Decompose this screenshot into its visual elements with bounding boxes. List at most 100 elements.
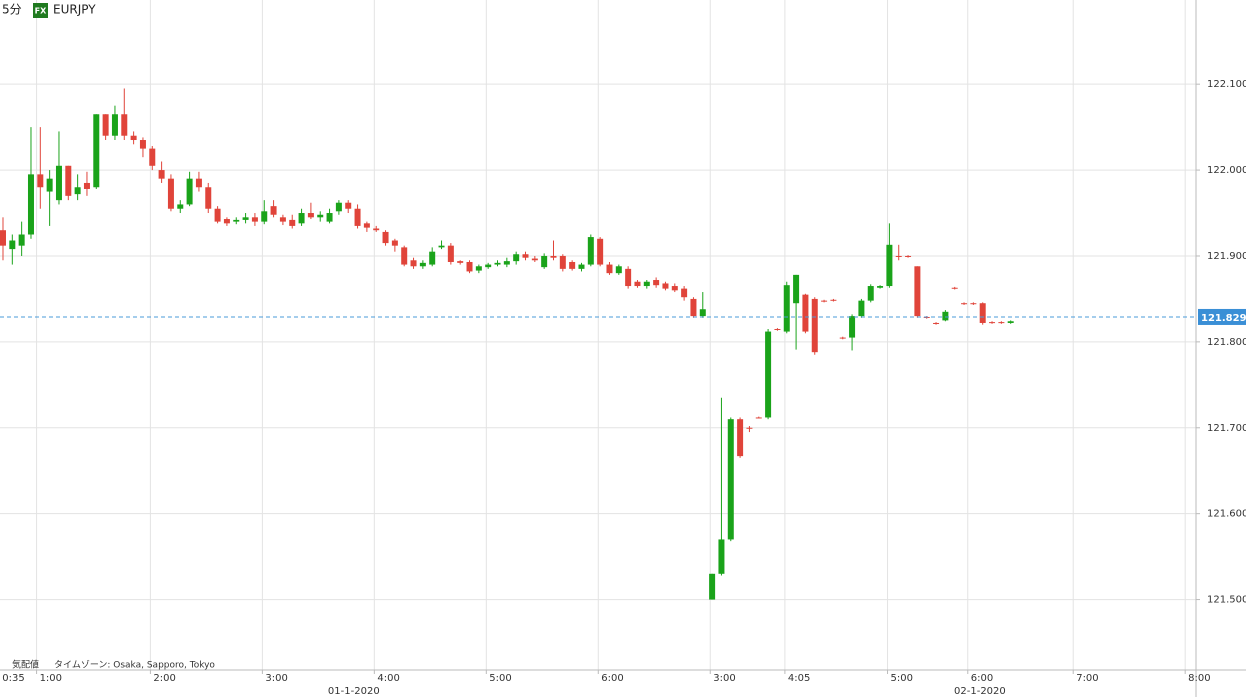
candle-body — [83, 182, 90, 189]
candle-body — [681, 288, 688, 298]
candle-body — [167, 178, 174, 209]
candle-body — [419, 262, 426, 267]
y-tick-label: 122.100 — [1207, 79, 1246, 90]
candle-body — [597, 238, 604, 265]
candle-body — [793, 274, 800, 304]
timezone: タイムゾーン: Osaka, Sapporo, Tokyo — [54, 660, 215, 671]
candle-body — [690, 298, 697, 317]
candle-body — [289, 219, 296, 226]
quote-type: 気配値 — [12, 659, 39, 671]
last-price-label: 121.829 — [1201, 313, 1246, 324]
candle-body — [102, 114, 109, 136]
candle-body — [466, 261, 473, 272]
candle-body — [849, 316, 856, 338]
candle-body — [18, 234, 25, 246]
candle-body — [251, 217, 258, 222]
y-tick-label: 121.600 — [1207, 509, 1246, 520]
candle-body — [755, 417, 762, 419]
candle-body — [522, 254, 529, 258]
candle-body — [951, 287, 958, 289]
candle-body — [9, 240, 16, 250]
candle-body — [877, 286, 884, 288]
candle-body — [634, 281, 641, 287]
candle-body — [811, 298, 818, 353]
candle-body — [74, 187, 81, 195]
candle-body — [839, 337, 846, 339]
x-tick-label: 4:00 — [377, 673, 399, 684]
x-tick-label: 1:00 — [40, 673, 62, 684]
y-tick-label: 121.800 — [1207, 337, 1246, 348]
x-tick-label: 5:00 — [891, 673, 913, 684]
candle-body — [475, 266, 482, 271]
candle-body — [121, 114, 128, 136]
candle-body — [914, 266, 921, 317]
date-label: 02-1-2020 — [954, 686, 1006, 697]
candle-body — [615, 266, 622, 274]
candle-body — [373, 228, 380, 231]
candle-body — [37, 174, 44, 188]
candles — [0, 88, 1196, 600]
candle-body — [317, 214, 324, 218]
candle-body — [186, 178, 193, 205]
candle-body — [177, 204, 184, 209]
candle-body — [279, 217, 286, 222]
axes: 121.500 121.600 121.700 121.800 121.900 122.0… — [2, 79, 1246, 697]
candle-body — [111, 114, 118, 136]
candle-body — [429, 251, 436, 265]
candle-body — [783, 285, 790, 332]
candle-body — [214, 208, 221, 222]
candle-body — [531, 258, 538, 261]
candle-body — [709, 573, 716, 600]
candle-body — [1007, 321, 1014, 323]
x-tick-label: 3:00 — [265, 673, 287, 684]
x-tick-label: 0:35 — [2, 673, 24, 684]
candle-body — [27, 174, 34, 235]
candle-body — [363, 223, 370, 228]
candle-body — [718, 539, 725, 574]
x-tick-label: 6:00 — [971, 673, 993, 684]
candle-body — [195, 178, 202, 188]
candle-body — [438, 245, 445, 248]
candle-body — [886, 244, 893, 287]
candle-body — [643, 281, 650, 287]
candle-body — [765, 331, 772, 418]
y-tick-label: 121.500 — [1207, 595, 1246, 606]
candle-body — [699, 309, 706, 317]
candle-body — [541, 255, 548, 268]
candle-body — [270, 206, 277, 215]
candle-body — [802, 294, 809, 332]
y-tick-label: 121.700 — [1207, 423, 1246, 434]
y-tick-label: 121.900 — [1207, 251, 1246, 262]
candle-body — [139, 140, 146, 149]
candle-body — [662, 283, 669, 289]
x-tick-label: 6:00 — [601, 673, 623, 684]
candle-body — [93, 114, 100, 188]
candle-body — [933, 322, 940, 324]
candle-body — [727, 419, 734, 540]
candle-body — [223, 219, 230, 224]
candle-body — [550, 255, 557, 258]
x-tick-label: 2:00 — [153, 673, 175, 684]
candle-body — [653, 280, 660, 286]
candle-body — [513, 254, 520, 262]
candle-body — [130, 135, 137, 141]
x-tick-label: 4:05 — [788, 673, 810, 684]
x-tick-label: 8:00 — [1188, 673, 1210, 684]
candle-body — [858, 300, 865, 317]
candle-body — [961, 303, 968, 305]
y-tick-label: 122.000 — [1207, 165, 1246, 176]
candle-body — [242, 217, 249, 220]
candle-body — [578, 264, 585, 269]
candle-body — [559, 255, 566, 269]
candle-body — [457, 261, 464, 263]
candle-body — [158, 170, 165, 179]
candle-body — [503, 261, 510, 265]
candle-body — [55, 165, 62, 201]
candle-body — [895, 255, 902, 257]
symbol: EURJPY — [53, 3, 96, 17]
fx-badge — [33, 3, 48, 18]
candle-body — [410, 260, 417, 267]
candle-body — [774, 328, 781, 330]
candle-body — [149, 148, 156, 166]
